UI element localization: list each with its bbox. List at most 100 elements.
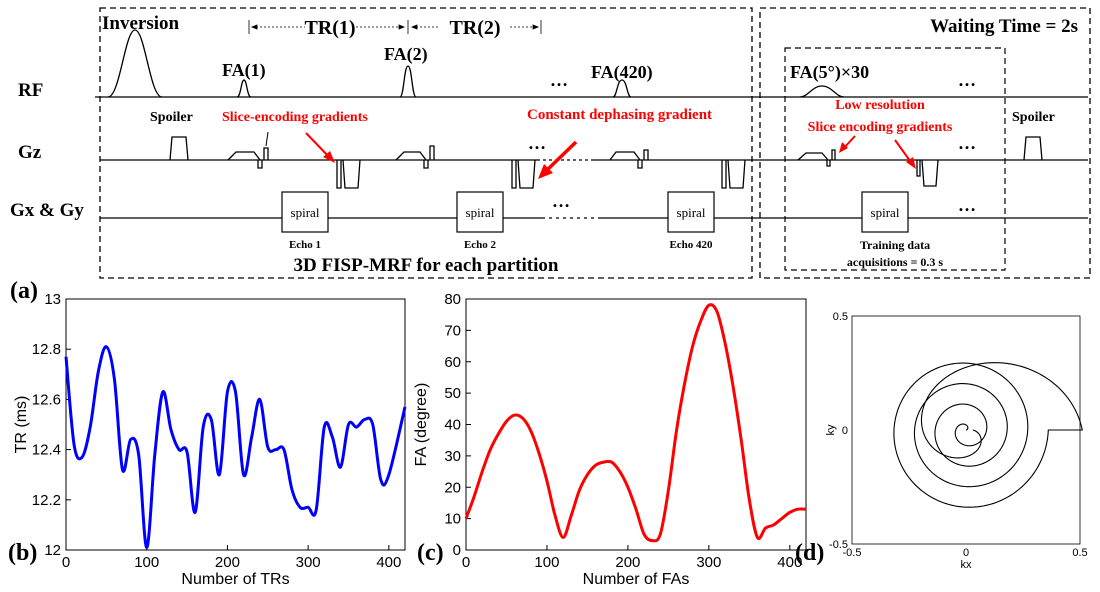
fa-y-axis-label: FA (degree) <box>413 383 430 467</box>
rewinder-420 <box>721 159 746 189</box>
kx-tick-label: -0.5 <box>843 547 862 559</box>
y-tick-label: 80 <box>444 291 461 308</box>
y-tick-label: 50 <box>444 385 461 402</box>
ky-tick-label: 0.5 <box>833 311 848 323</box>
y-tick-label: 12.2 <box>32 492 61 509</box>
slice-encode-2 <box>429 145 435 160</box>
waiting-time-label: Waiting Time = 2s <box>930 16 1078 37</box>
fa2-label: FA(2) <box>384 44 428 65</box>
x-tick-label: 300 <box>296 554 321 571</box>
training-label-line2: acquisitions = 0.3 s <box>847 255 944 269</box>
spiral-readout-1 <box>281 191 329 233</box>
y-tick-label: 12 <box>44 542 61 559</box>
spoiler-right-label: Spoiler <box>1012 110 1055 125</box>
slice-select-1 <box>227 151 261 161</box>
x-tick-label: 100 <box>534 554 559 571</box>
fa420-pulse <box>612 79 632 98</box>
ky-tick-label: 0 <box>842 425 848 437</box>
tr-y-axis-label: TR (ms) <box>13 396 30 454</box>
rewinder-2 <box>511 159 536 189</box>
spiral-text-420: spiral <box>677 205 706 220</box>
constant-dephasing-label: Constant dephasing gradient <box>527 107 712 123</box>
refocus-420 <box>637 160 643 169</box>
y-tick-label: 0 <box>453 542 461 559</box>
slice-encode-1 <box>263 147 269 160</box>
y-tick-label: 12.8 <box>32 341 61 358</box>
spoiler-left-gradient <box>169 136 189 161</box>
annotation-arrows <box>305 132 916 179</box>
x-tick-label: 0 <box>462 554 470 571</box>
panel-label-a: (a) <box>10 278 38 304</box>
spiral-text-1: spiral <box>291 205 320 220</box>
ky-axis-label: ky <box>825 424 837 436</box>
x-tick-label: 300 <box>696 554 721 571</box>
slice-select-420 <box>609 151 641 161</box>
y-tick-label: 12.6 <box>32 391 61 408</box>
kspace-trajectory-chart: -0.5 0 0.5 -0.5 0 0.5 kx ky <box>825 311 1088 571</box>
arrow-constant-dephasing <box>543 140 578 174</box>
kx-tick-label: 0.5 <box>1072 547 1087 559</box>
rewinder-1 <box>336 159 361 189</box>
y-tick-label: 60 <box>444 354 461 371</box>
sequence-title: 3D FISP-MRF for each partition <box>294 255 559 276</box>
panel-label-c: (c) <box>417 540 444 566</box>
y-tick-label: 70 <box>444 322 461 339</box>
x-tick-label: 0 <box>62 554 70 571</box>
training-label-line1: Training data <box>860 238 930 252</box>
y-tick-label: 13 <box>44 291 61 308</box>
y-tick-label: 40 <box>444 417 461 434</box>
echo-420-label: Echo 420 <box>669 239 713 251</box>
spiral-readout-420 <box>667 191 715 233</box>
fa1-pulse <box>236 79 252 98</box>
panel-label-b: (b) <box>8 540 37 566</box>
lowres-rewinder <box>916 159 939 187</box>
fa1-label: FA(1) <box>222 60 266 81</box>
inversion-pulse <box>107 29 163 98</box>
fa-series-line <box>464 303 807 543</box>
spiral-readout-2 <box>456 191 504 233</box>
lowres-select <box>797 152 829 161</box>
training-data-box <box>784 47 1006 271</box>
gxgy-row-label: Gx & Gy <box>10 200 84 221</box>
ky-tick-label: -0.5 <box>829 539 848 551</box>
fa5-pulse <box>799 85 845 98</box>
echo-2-label: Echo 2 <box>464 239 497 251</box>
tr1-label: TR(1) <box>304 17 355 39</box>
kx-axis-label: kx <box>961 559 973 571</box>
gz-row-label: Gz <box>18 142 42 163</box>
slice-encoding-label: Slice-encoding gradients <box>222 110 368 125</box>
rf-ellipsis: … <box>550 70 568 90</box>
rf-row-label: RF <box>18 80 43 101</box>
y-tick-label: 30 <box>444 448 461 465</box>
spoiler-right-gradient <box>1023 136 1043 161</box>
x-tick-label: 200 <box>215 554 240 571</box>
fa-x-axis-label: Number of FAs <box>583 571 690 588</box>
refocus-2 <box>423 160 429 169</box>
spiral-text-2: spiral <box>466 205 495 220</box>
y-tick-label: 20 <box>444 479 461 496</box>
inversion-label: Inversion <box>102 13 180 34</box>
fa5-label: FA(5°)×30 <box>790 62 869 83</box>
tr-plot-area <box>65 298 406 551</box>
y-tick-label: 12.4 <box>32 442 61 459</box>
lowres-encode <box>826 149 836 167</box>
gz-ellipsis-2: … <box>958 133 976 153</box>
gz-ellipsis: … <box>528 133 546 153</box>
fa-chart: 0 100 200 300 400 0 10 20 30 40 50 60 70 80 Number of… <box>413 291 807 588</box>
encode-pointer <box>265 131 269 147</box>
x-tick-label: 400 <box>376 554 401 571</box>
fa2-pulse <box>399 65 417 98</box>
panel-label-d: (d) <box>795 540 824 566</box>
kx-tick-label: 0 <box>963 547 969 559</box>
x-tick-label: 200 <box>615 554 640 571</box>
echo-1-label: Echo 1 <box>289 239 321 251</box>
refocus-1 <box>257 160 263 169</box>
x-tick-label: 400 <box>777 554 802 571</box>
slice-select-2 <box>395 151 427 161</box>
fisp-mrf-box <box>99 7 753 279</box>
gxgy-ellipsis: … <box>552 191 570 211</box>
tr2-label: TR(2) <box>449 17 500 39</box>
y-tick-label: 10 <box>444 511 461 528</box>
lowres-label-line2: Slice encoding gradients <box>808 120 953 135</box>
